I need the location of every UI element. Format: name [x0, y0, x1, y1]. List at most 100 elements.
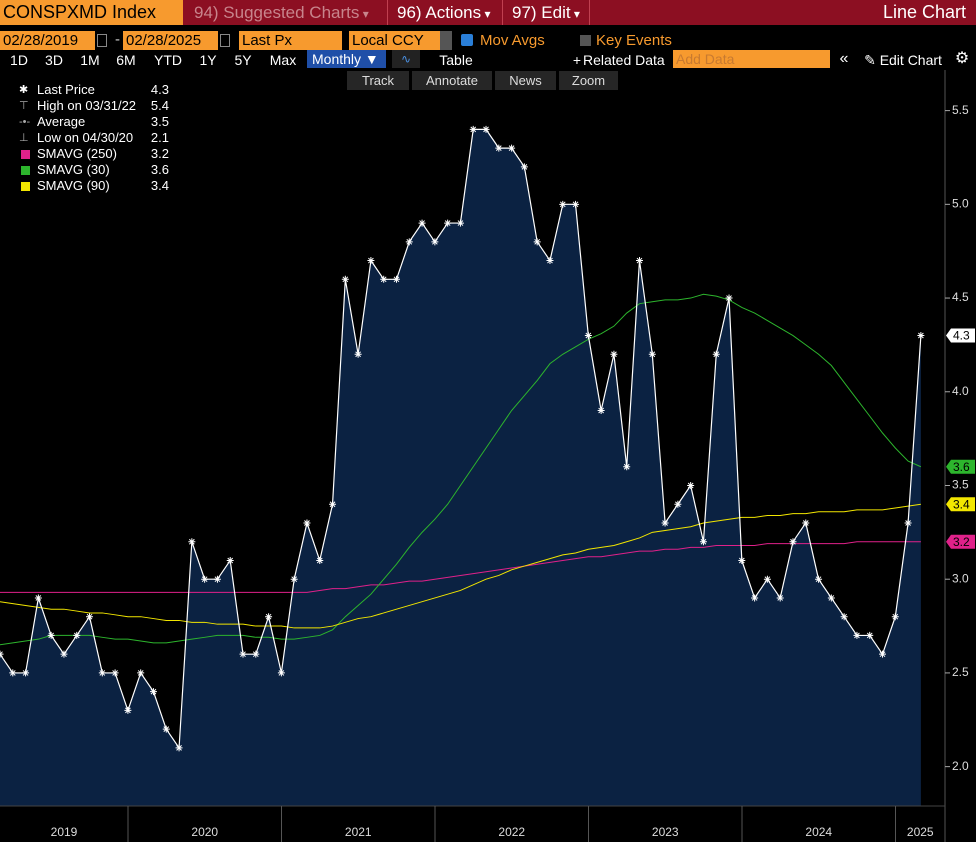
- legend-value: 3.5: [150, 114, 169, 129]
- date-separator: -: [115, 31, 120, 48]
- menu[interactable]: 97) Edit: [504, 0, 590, 25]
- legend-label: Last Price: [37, 82, 95, 97]
- legend-entry: ⊤ High on 03/31/22 5.4: [19, 98, 169, 113]
- y-tick-label: 3.5: [952, 478, 969, 492]
- table-button[interactable]: Table: [439, 52, 473, 68]
- price-marker: [763, 575, 771, 583]
- price-marker: [213, 575, 221, 583]
- period-button[interactable]: 5Y: [234, 52, 252, 68]
- news-button[interactable]: News: [495, 71, 556, 90]
- related-data-button[interactable]: Related Data: [583, 52, 665, 68]
- title-bar: CONSPXMD Index 94) Suggested Charts 96) …: [0, 0, 976, 25]
- price-marker: [341, 275, 349, 283]
- price-marker: [508, 144, 516, 152]
- track-button[interactable]: Track: [347, 71, 409, 90]
- price-marker: [9, 669, 17, 677]
- price-marker: [879, 650, 887, 658]
- end-date[interactable]: 02/28/2025: [123, 31, 218, 50]
- y-tick-label: 3.0: [952, 571, 969, 585]
- currency-select[interactable]: Local CCY: [349, 31, 440, 50]
- price-marker: [239, 650, 247, 658]
- chart-type-label: Line Chart: [882, 2, 966, 22]
- field-select[interactable]: Last Px: [239, 31, 342, 50]
- mov-avgs-label[interactable]: Mov Avgs: [480, 32, 545, 49]
- price-marker: [546, 257, 554, 265]
- menu[interactable]: 94) Suggested Charts: [186, 0, 388, 25]
- x-tick-label: 2020: [191, 825, 218, 839]
- price-marker: [290, 575, 298, 583]
- value-tag: [946, 459, 975, 474]
- checkbox-checked[interactable]: [461, 34, 473, 46]
- zoom-button[interactable]: Zoom: [559, 71, 618, 90]
- period-button[interactable]: 6M: [116, 52, 136, 68]
- price-marker: [380, 275, 388, 283]
- price-marker: [802, 519, 810, 527]
- period-button[interactable]: 3D: [45, 52, 63, 68]
- key-events-label[interactable]: Key Events: [596, 32, 672, 49]
- calendar-icon[interactable]: [97, 34, 107, 47]
- x-tick-label: 2019: [51, 825, 78, 839]
- frequency-select[interactable]: Monthly ▼: [307, 50, 386, 68]
- legend-value: 3.6: [150, 162, 169, 177]
- legend-label: Average: [37, 114, 86, 129]
- price-marker: [891, 613, 899, 621]
- price-marker: [34, 594, 42, 602]
- price-marker: [712, 350, 720, 358]
- y-tick-label: 5.0: [952, 197, 969, 211]
- value-tag-label: 3.6: [953, 460, 970, 474]
- edit-chart-label: Edit Chart: [879, 52, 942, 68]
- legend-entry: SMAVG (90) 3.4: [5, 178, 173, 194]
- legend-entry: SMAVG (250) 3.2: [5, 146, 173, 162]
- price-marker: [188, 538, 196, 546]
- add-data-input[interactable]: Add Data: [673, 50, 830, 68]
- y-tick-label: 5.5: [952, 103, 969, 117]
- chart-icon-button[interactable]: ∿: [392, 50, 420, 68]
- legend-label: SMAVG (250): [37, 146, 117, 161]
- price-marker: [789, 538, 797, 546]
- y-tick-label: 4.5: [952, 290, 969, 304]
- price-marker: [303, 519, 311, 527]
- price-marker: [201, 575, 209, 583]
- period-button[interactable]: 1Y: [199, 52, 217, 68]
- price-marker: [405, 238, 413, 246]
- calendar-icon[interactable]: [220, 34, 230, 47]
- annotate-button[interactable]: Annotate: [412, 71, 492, 90]
- price-marker: [610, 350, 618, 358]
- price-marker: [623, 463, 631, 471]
- price-marker: [47, 631, 55, 639]
- y-tick-label: 2.5: [952, 665, 969, 679]
- collapse-button[interactable]: «: [839, 50, 849, 67]
- price-marker: [367, 257, 375, 265]
- price-marker: [840, 613, 848, 621]
- legend-value: 3.4: [150, 178, 169, 193]
- price-marker: [137, 669, 145, 677]
- value-tag-label: 4.3: [953, 329, 970, 343]
- price-marker: [661, 519, 669, 527]
- price-marker: [431, 238, 439, 246]
- price-marker: [316, 556, 324, 564]
- period-button[interactable]: YTD: [154, 52, 182, 68]
- edit-chart-button[interactable]: ✎ Edit Chart: [864, 52, 942, 68]
- price-marker: [98, 669, 106, 677]
- value-tag: [946, 534, 975, 549]
- ticker[interactable]: CONSPXMD Index: [0, 0, 183, 25]
- dropdown-arrow[interactable]: [440, 31, 452, 50]
- legend-label: SMAVG (30): [37, 162, 110, 177]
- plus-icon[interactable]: +: [572, 52, 582, 68]
- period-button[interactable]: Max: [269, 52, 297, 68]
- price-marker: [648, 350, 656, 358]
- y-tick-label: 2.0: [952, 759, 969, 773]
- price-marker: [495, 144, 503, 152]
- price-marker: [687, 481, 695, 489]
- price-marker: [86, 613, 94, 621]
- checkbox[interactable]: [580, 35, 591, 46]
- price-marker: [636, 257, 643, 265]
- start-date[interactable]: 02/28/2019: [0, 31, 95, 50]
- settings-button[interactable]: ⚙: [954, 50, 970, 67]
- period-button[interactable]: 1D: [10, 52, 28, 68]
- x-tick-label: 2023: [652, 825, 679, 839]
- menu[interactable]: 96) Actions: [389, 0, 503, 25]
- price-marker: [520, 163, 528, 171]
- period-button[interactable]: 1M: [80, 52, 100, 68]
